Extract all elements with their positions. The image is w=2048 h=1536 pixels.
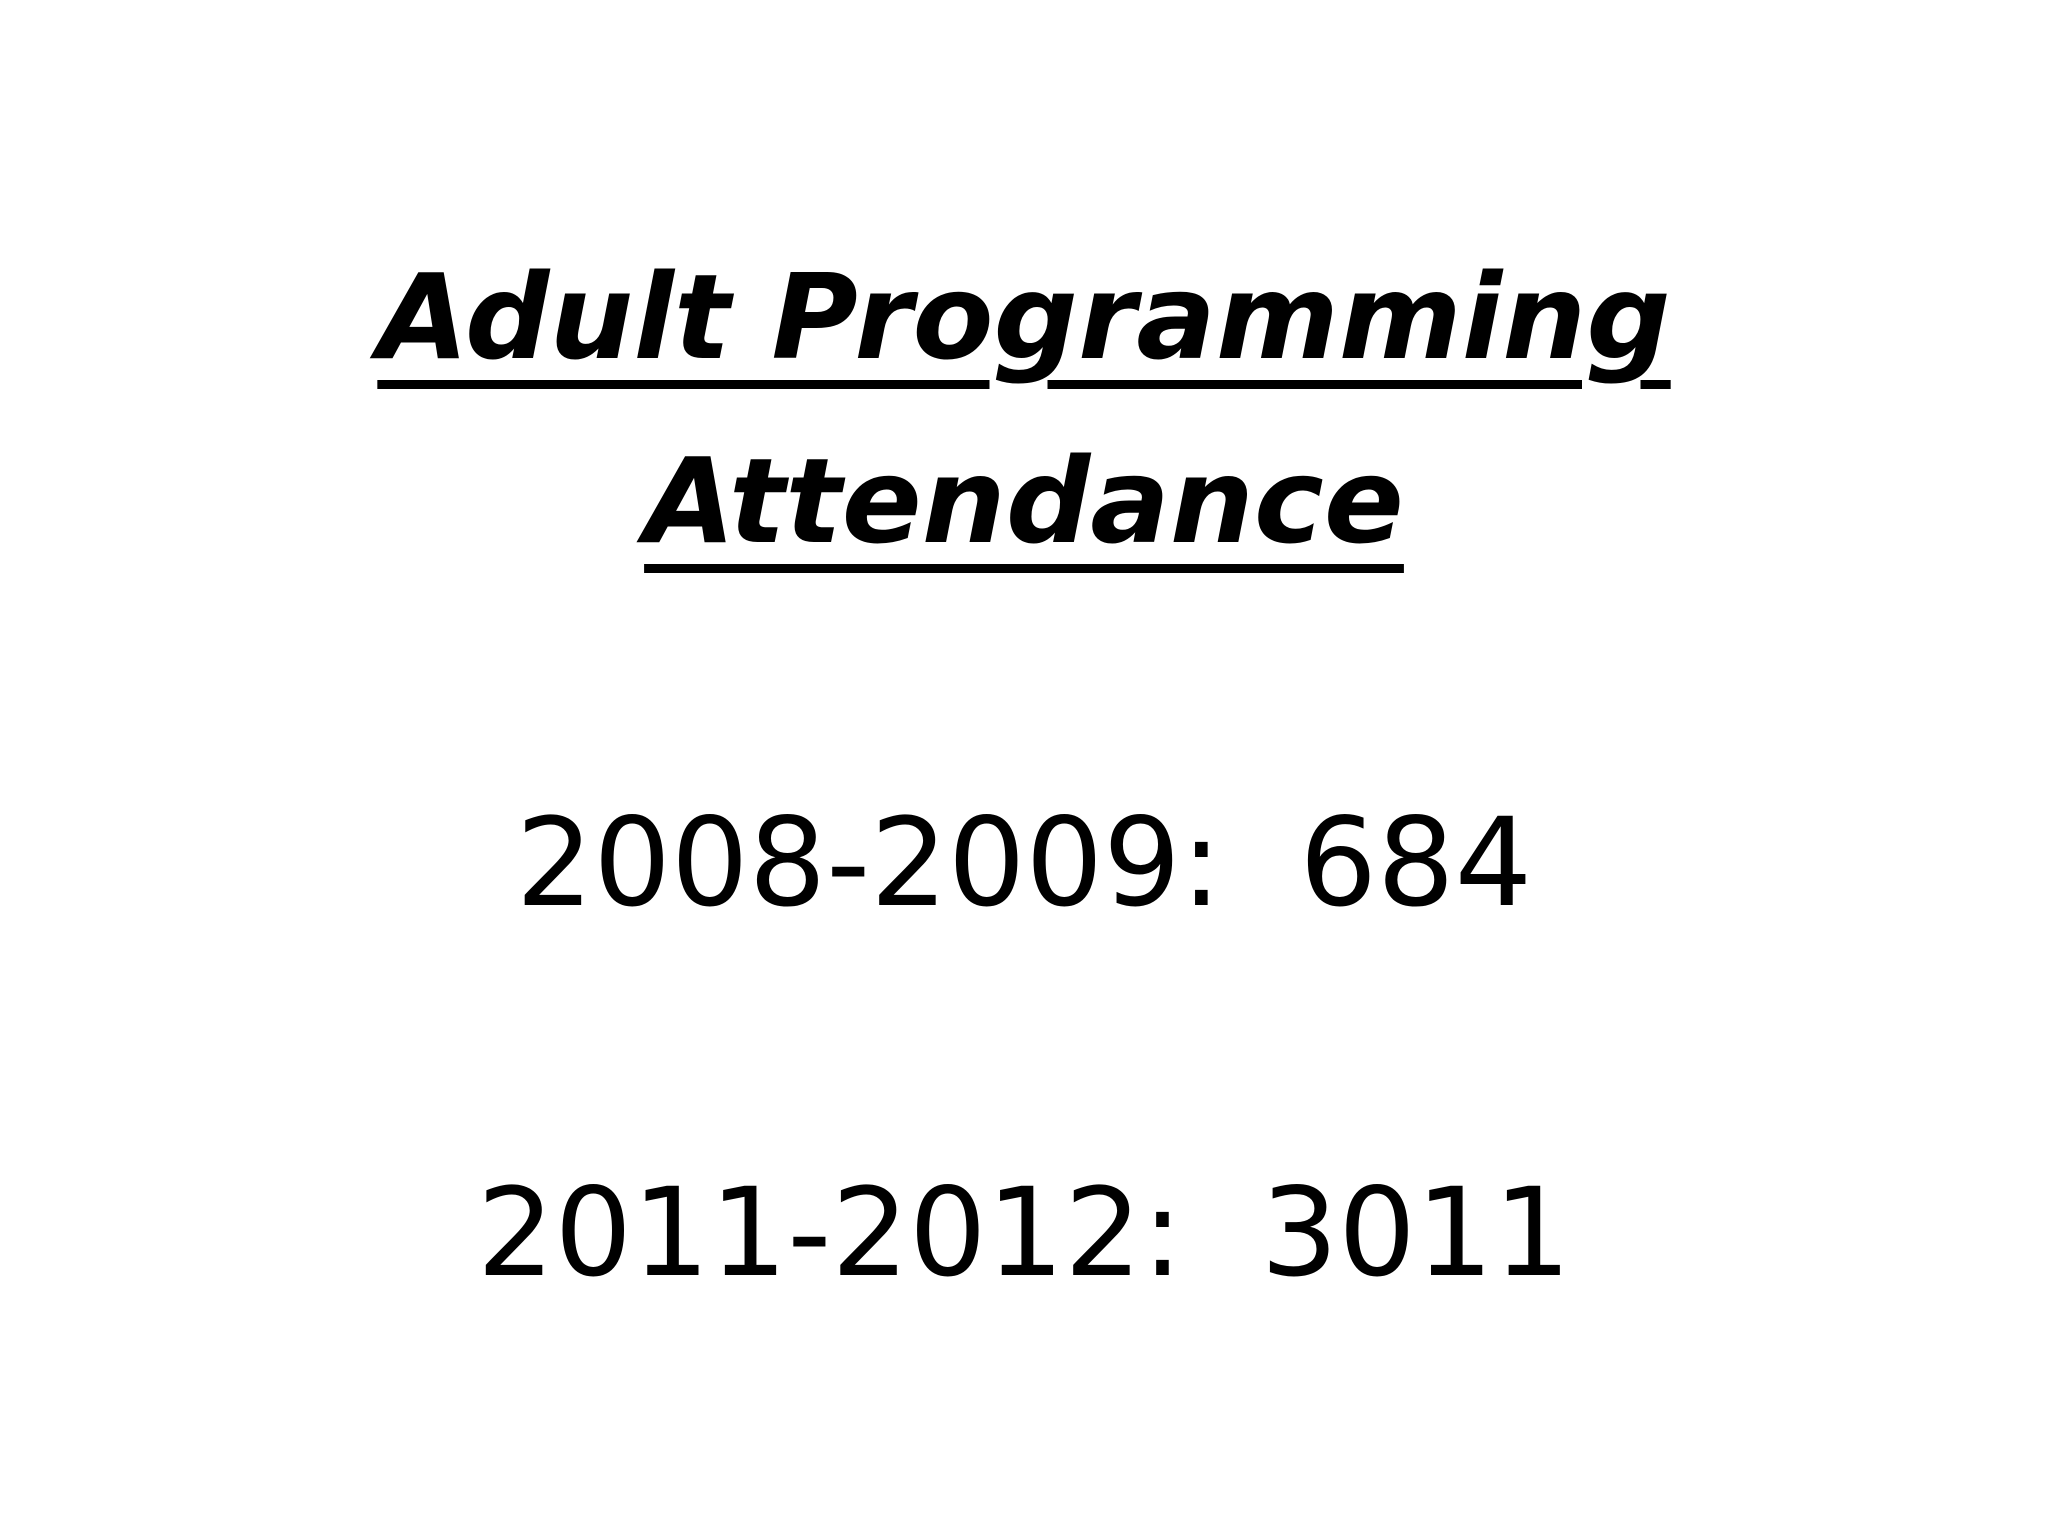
stat-period: 2011-2012: xyxy=(476,1162,1184,1304)
stat-period: 2008-2009: xyxy=(515,792,1222,934)
stat-value: 3011 xyxy=(1260,1162,1572,1304)
attendance-stat-2011-2012: 2011-2012: 3011 xyxy=(0,1158,2048,1308)
title-line-1: Adult Programming xyxy=(377,248,1671,386)
stat-value: 684 xyxy=(1299,792,1533,934)
attendance-stat-2008-2009: 2008-2009: 684 xyxy=(0,788,2048,938)
slide-title: Adult Programming Attendance xyxy=(0,225,2048,593)
title-line-2: Attendance xyxy=(644,432,1404,570)
